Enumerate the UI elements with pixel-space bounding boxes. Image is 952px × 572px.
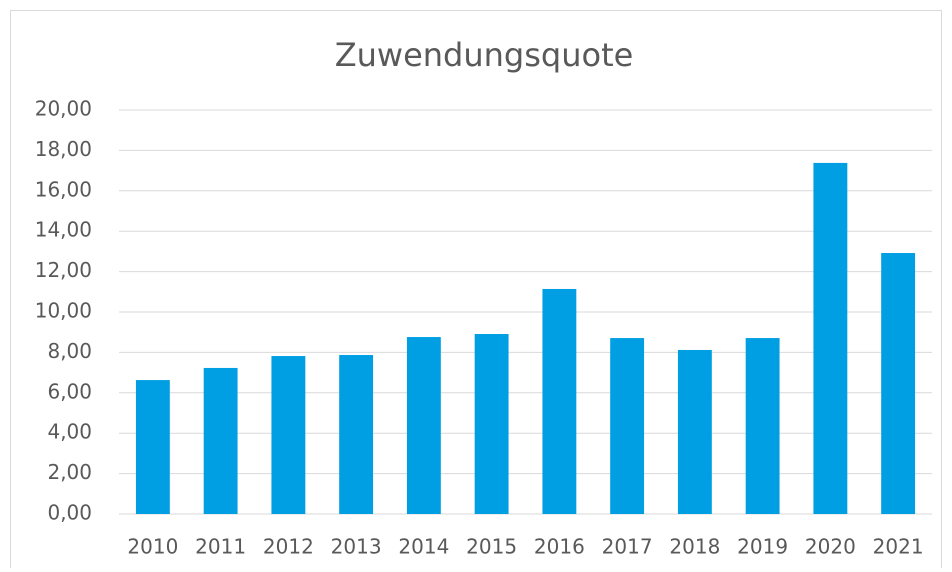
- bar: [474, 334, 509, 514]
- bar: [271, 356, 306, 514]
- y-tick-label: 8,00: [47, 339, 92, 363]
- bar: [542, 288, 577, 514]
- bar: [813, 162, 848, 514]
- x-tick-label: 2019: [737, 535, 788, 559]
- x-tick-label: 2016: [534, 535, 585, 559]
- y-tick-label: 12,00: [35, 258, 92, 282]
- y-tick-label: 14,00: [35, 218, 92, 242]
- bar: [610, 338, 645, 514]
- y-tick-label: 6,00: [47, 379, 92, 403]
- x-tick-label: 2014: [398, 535, 449, 559]
- y-tick-label: 18,00: [35, 137, 92, 161]
- bar: [406, 337, 441, 514]
- y-tick-label: 10,00: [35, 299, 92, 323]
- bar: [881, 253, 916, 515]
- y-tick-label: 0,00: [47, 501, 92, 525]
- bar: [745, 338, 780, 514]
- x-tick-label: 2015: [466, 535, 517, 559]
- y-tick-label: 20,00: [35, 97, 92, 121]
- y-tick-label: 4,00: [47, 420, 92, 444]
- x-tick-label: 2011: [195, 535, 246, 559]
- x-tick-label: 2021: [873, 535, 924, 559]
- x-tick-label: 2017: [602, 535, 653, 559]
- chart-title: Zuwendungsquote: [335, 36, 634, 74]
- x-tick-label: 2018: [669, 535, 720, 559]
- x-tick-label: 2020: [805, 535, 856, 559]
- x-tick-label: 2012: [263, 535, 314, 559]
- bar: [677, 349, 712, 514]
- bar: [135, 380, 170, 514]
- x-tick-label: 2010: [127, 535, 178, 559]
- bar: [203, 367, 238, 514]
- bar: [339, 355, 374, 514]
- y-tick-label: 16,00: [35, 177, 92, 201]
- x-tick-label: 2013: [331, 535, 382, 559]
- y-tick-label: 2,00: [47, 460, 92, 484]
